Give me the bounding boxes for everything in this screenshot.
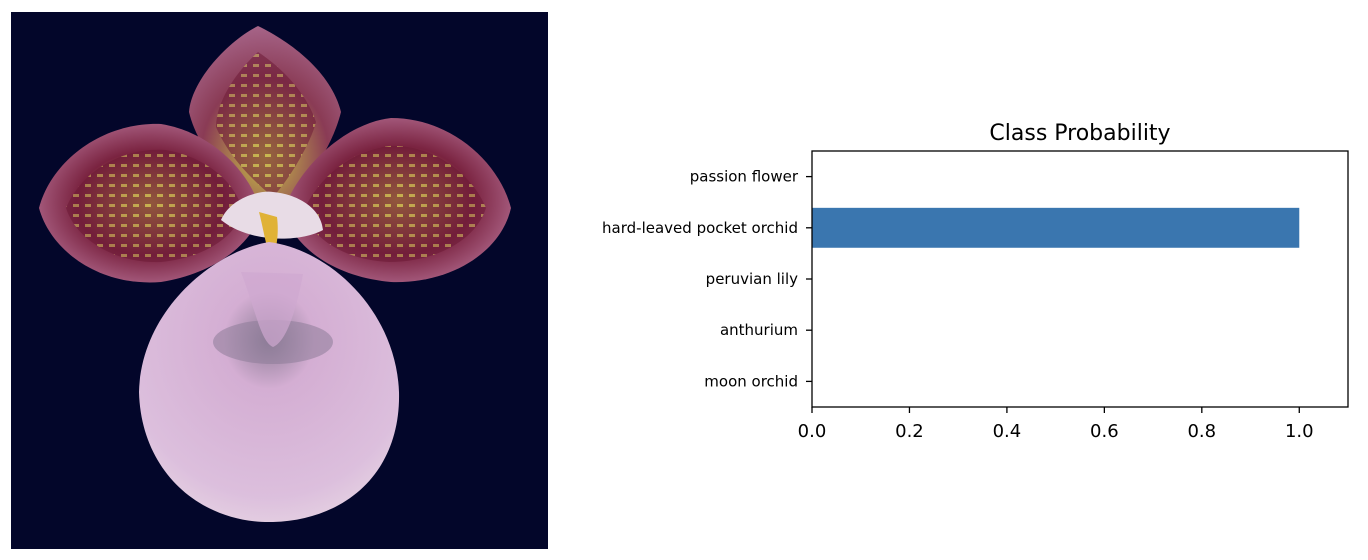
pouch-lip (139, 242, 400, 523)
y-axis: passion flower hard-leaved pocket orchid p… (602, 168, 812, 390)
left-petal-veins (66, 149, 243, 263)
staminode (221, 191, 323, 239)
y-tick-label: peruvian lily (706, 270, 798, 288)
plot-frame (811, 150, 1349, 408)
right-petal-veins (303, 145, 486, 262)
y-tick-label: moon orchid (704, 372, 798, 390)
bar-hard-leaved-pocket-orchid (812, 207, 1300, 248)
y-tick-label: hard-leaved pocket orchid (602, 219, 798, 237)
flower-photo (11, 12, 548, 549)
x-tick-label: 0.0 (798, 421, 827, 442)
x-tick-label: 0.4 (993, 421, 1022, 442)
flower-image (11, 12, 548, 549)
chart-title: Class Probability (989, 121, 1170, 146)
dorsal-veins (216, 52, 316, 197)
bars-layer (812, 207, 1300, 248)
y-tick-label: anthurium (720, 321, 798, 339)
x-tick-label: 0.8 (1187, 421, 1216, 442)
x-tick-label: 0.6 (1090, 421, 1119, 442)
x-tick-label: 0.2 (895, 421, 924, 442)
pouch-fold (241, 272, 303, 347)
x-axis: 0.0 0.2 0.4 0.6 0.8 1.0 (798, 407, 1314, 442)
y-tick-label: passion flower (690, 168, 799, 186)
x-tick-label: 1.0 (1285, 421, 1314, 442)
